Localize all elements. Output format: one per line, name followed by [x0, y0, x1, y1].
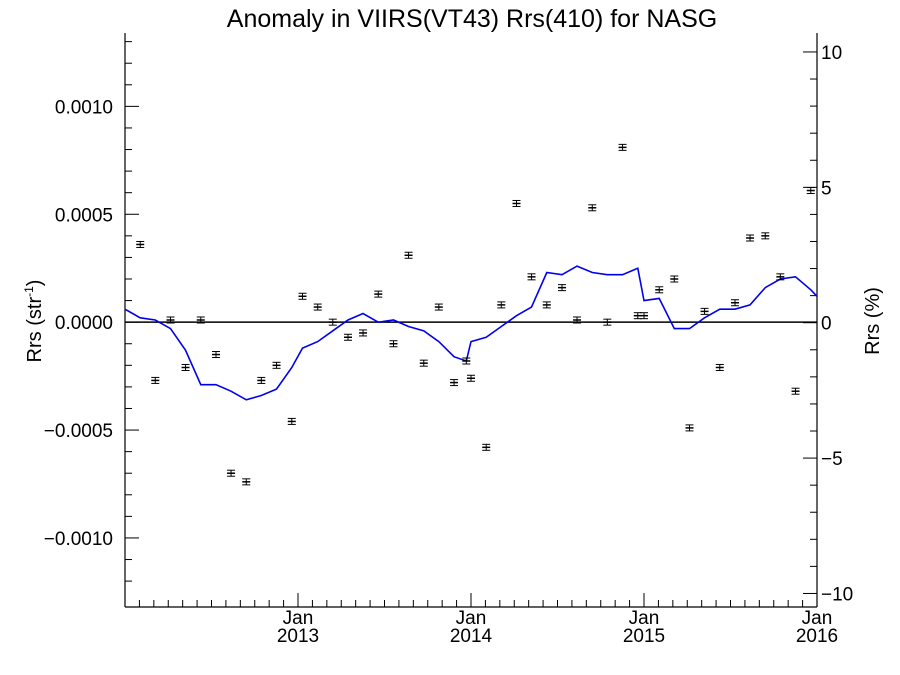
data-point: [136, 240, 145, 248]
x-tick-month-label: Jan: [283, 608, 314, 629]
axis-ticks: [125, 41, 817, 607]
right-axis-label: Rrs (%): [862, 287, 884, 355]
left-axis-label-close: ): [24, 280, 46, 287]
data-point: [761, 232, 770, 240]
right-axis-tick-labels: 10 5 0 −5 −10: [821, 43, 853, 606]
data-point: [542, 301, 551, 309]
data-point: [482, 443, 491, 451]
right-tick-label: 0: [821, 314, 832, 335]
data-point: [670, 275, 679, 283]
x-tick-year-label: 2013: [277, 626, 319, 647]
left-axis-label: Rrs (str-1): [22, 280, 46, 363]
data-point: [462, 357, 471, 365]
x-tick-month-label: Jan: [456, 608, 487, 629]
left-axis-label-main: Rrs (str: [24, 297, 46, 363]
data-point: [557, 284, 566, 292]
data-point: [374, 290, 383, 298]
series-line: [124, 265, 818, 401]
right-tick-label: −5: [821, 449, 843, 470]
right-tick-label: −10: [821, 584, 853, 605]
data-point: [343, 333, 352, 341]
data-point: [434, 303, 443, 311]
data-point: [328, 318, 337, 326]
left-tick-label: 0.0010: [55, 97, 113, 118]
left-axis-tick-labels: 0.0010 0.0005 0.0000 −0.0005 −0.0010: [44, 97, 113, 550]
data-point: [746, 234, 755, 242]
x-tick-year-label: 2016: [796, 626, 838, 647]
x-tick-month-label: Jan: [802, 608, 833, 629]
left-axis-label-superscript: -1: [22, 286, 36, 297]
data-point: [467, 374, 475, 382]
data-point: [166, 316, 175, 324]
left-tick-label: 0.0000: [55, 313, 113, 334]
data-point: [404, 251, 413, 259]
anomaly-points: [136, 143, 815, 486]
data-point: [151, 376, 160, 384]
left-tick-label: −0.0005: [44, 421, 113, 442]
data-point: [655, 286, 664, 294]
data-point: [527, 273, 536, 281]
data-point: [272, 361, 281, 369]
data-point: [497, 301, 506, 309]
data-point: [211, 351, 220, 359]
data-point: [730, 299, 739, 307]
data-point: [359, 329, 368, 337]
data-point: [776, 273, 785, 281]
x-tick-month-label: Jan: [629, 608, 660, 629]
data-point: [419, 359, 428, 367]
data-point: [700, 307, 709, 315]
data-point: [715, 363, 724, 371]
data-point: [603, 318, 612, 326]
data-point: [512, 199, 521, 207]
data-point: [257, 376, 266, 384]
data-point: [588, 204, 597, 212]
smoothed-series: [124, 265, 818, 401]
data-point: [227, 469, 236, 477]
left-tick-label: −0.0010: [44, 529, 113, 550]
data-point: [389, 340, 398, 348]
chart-title: Anomaly in VIIRS(VT43) Rrs(410) for NASG: [227, 5, 717, 33]
data-point: [196, 316, 205, 324]
data-point: [806, 187, 815, 195]
x-tick-year-label: 2015: [623, 626, 665, 647]
data-point: [287, 417, 296, 425]
data-point: [450, 379, 459, 387]
data-point: [181, 363, 190, 371]
left-tick-label: 0.0005: [55, 205, 113, 226]
data-point: [298, 292, 307, 300]
data-point: [791, 387, 800, 395]
x-tick-year-label: 2014: [450, 626, 493, 647]
data-point: [685, 424, 694, 432]
right-tick-label: 10: [821, 43, 842, 64]
data-point: [640, 312, 648, 320]
data-point: [242, 478, 251, 486]
data-point: [313, 303, 322, 311]
right-tick-label: 5: [821, 178, 832, 199]
data-point: [573, 316, 582, 324]
data-point: [618, 143, 627, 151]
